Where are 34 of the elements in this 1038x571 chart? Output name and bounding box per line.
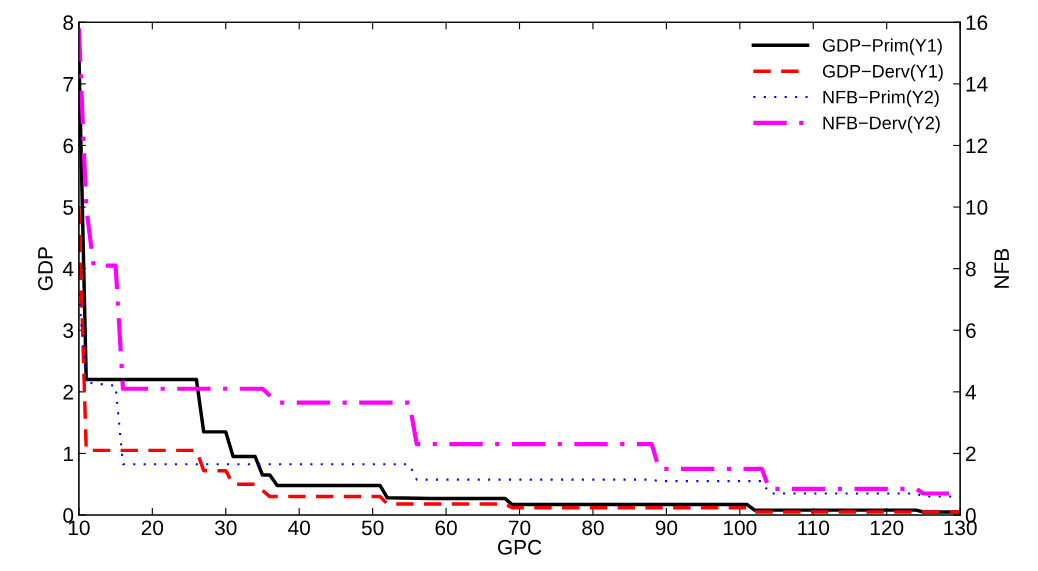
y2-axis-title: NFB: [994, 248, 1009, 288]
x-tick-label: 70: [509, 520, 531, 536]
x-tick-label: 80: [582, 520, 604, 536]
y2-tick-label: 4: [965, 385, 976, 400]
x-tick-label: 20: [141, 520, 164, 536]
y-tick-label: 3: [63, 323, 74, 339]
y-tick-label: 5: [63, 200, 74, 215]
x-tick-label: 30: [214, 520, 237, 536]
legend-label: GDP−Derv(Y1): [822, 64, 943, 82]
x-tick-label: 60: [435, 520, 457, 536]
x-tick-label: 120: [870, 520, 904, 536]
x-axis-title: GPC: [497, 539, 542, 555]
legend-label: NFB−Prim(Y2): [823, 90, 939, 108]
y-tick-label: 8: [63, 15, 74, 31]
y-tick-label: 4: [62, 261, 74, 277]
y-tick-label: 2: [63, 384, 73, 400]
legend-label: GDP−Prim(Y1): [822, 38, 942, 56]
y2-tick-label: 14: [966, 77, 988, 92]
y2-tick-label: 8: [965, 261, 976, 277]
x-tick-label: 100: [724, 520, 757, 536]
y2-tick-label: 12: [966, 138, 988, 154]
y2-tick-label: 16: [966, 15, 988, 31]
y-tick-label: 1: [64, 446, 74, 461]
x-tick-label: 90: [655, 520, 678, 536]
y2-tick-label: 6: [966, 323, 976, 339]
y-axis-title: GDP: [38, 247, 53, 291]
y2-tick-label: 10: [966, 200, 988, 215]
y-tick-label: 7: [63, 77, 73, 92]
y-tick-label: 6: [63, 138, 74, 154]
x-tick-label: 40: [288, 520, 310, 536]
x-tick-label: 50: [361, 520, 384, 536]
x-tick-label: 110: [798, 520, 830, 536]
legend-label: NFB−Derv(Y2): [823, 116, 940, 133]
y2-tick-label: 2: [966, 446, 976, 461]
